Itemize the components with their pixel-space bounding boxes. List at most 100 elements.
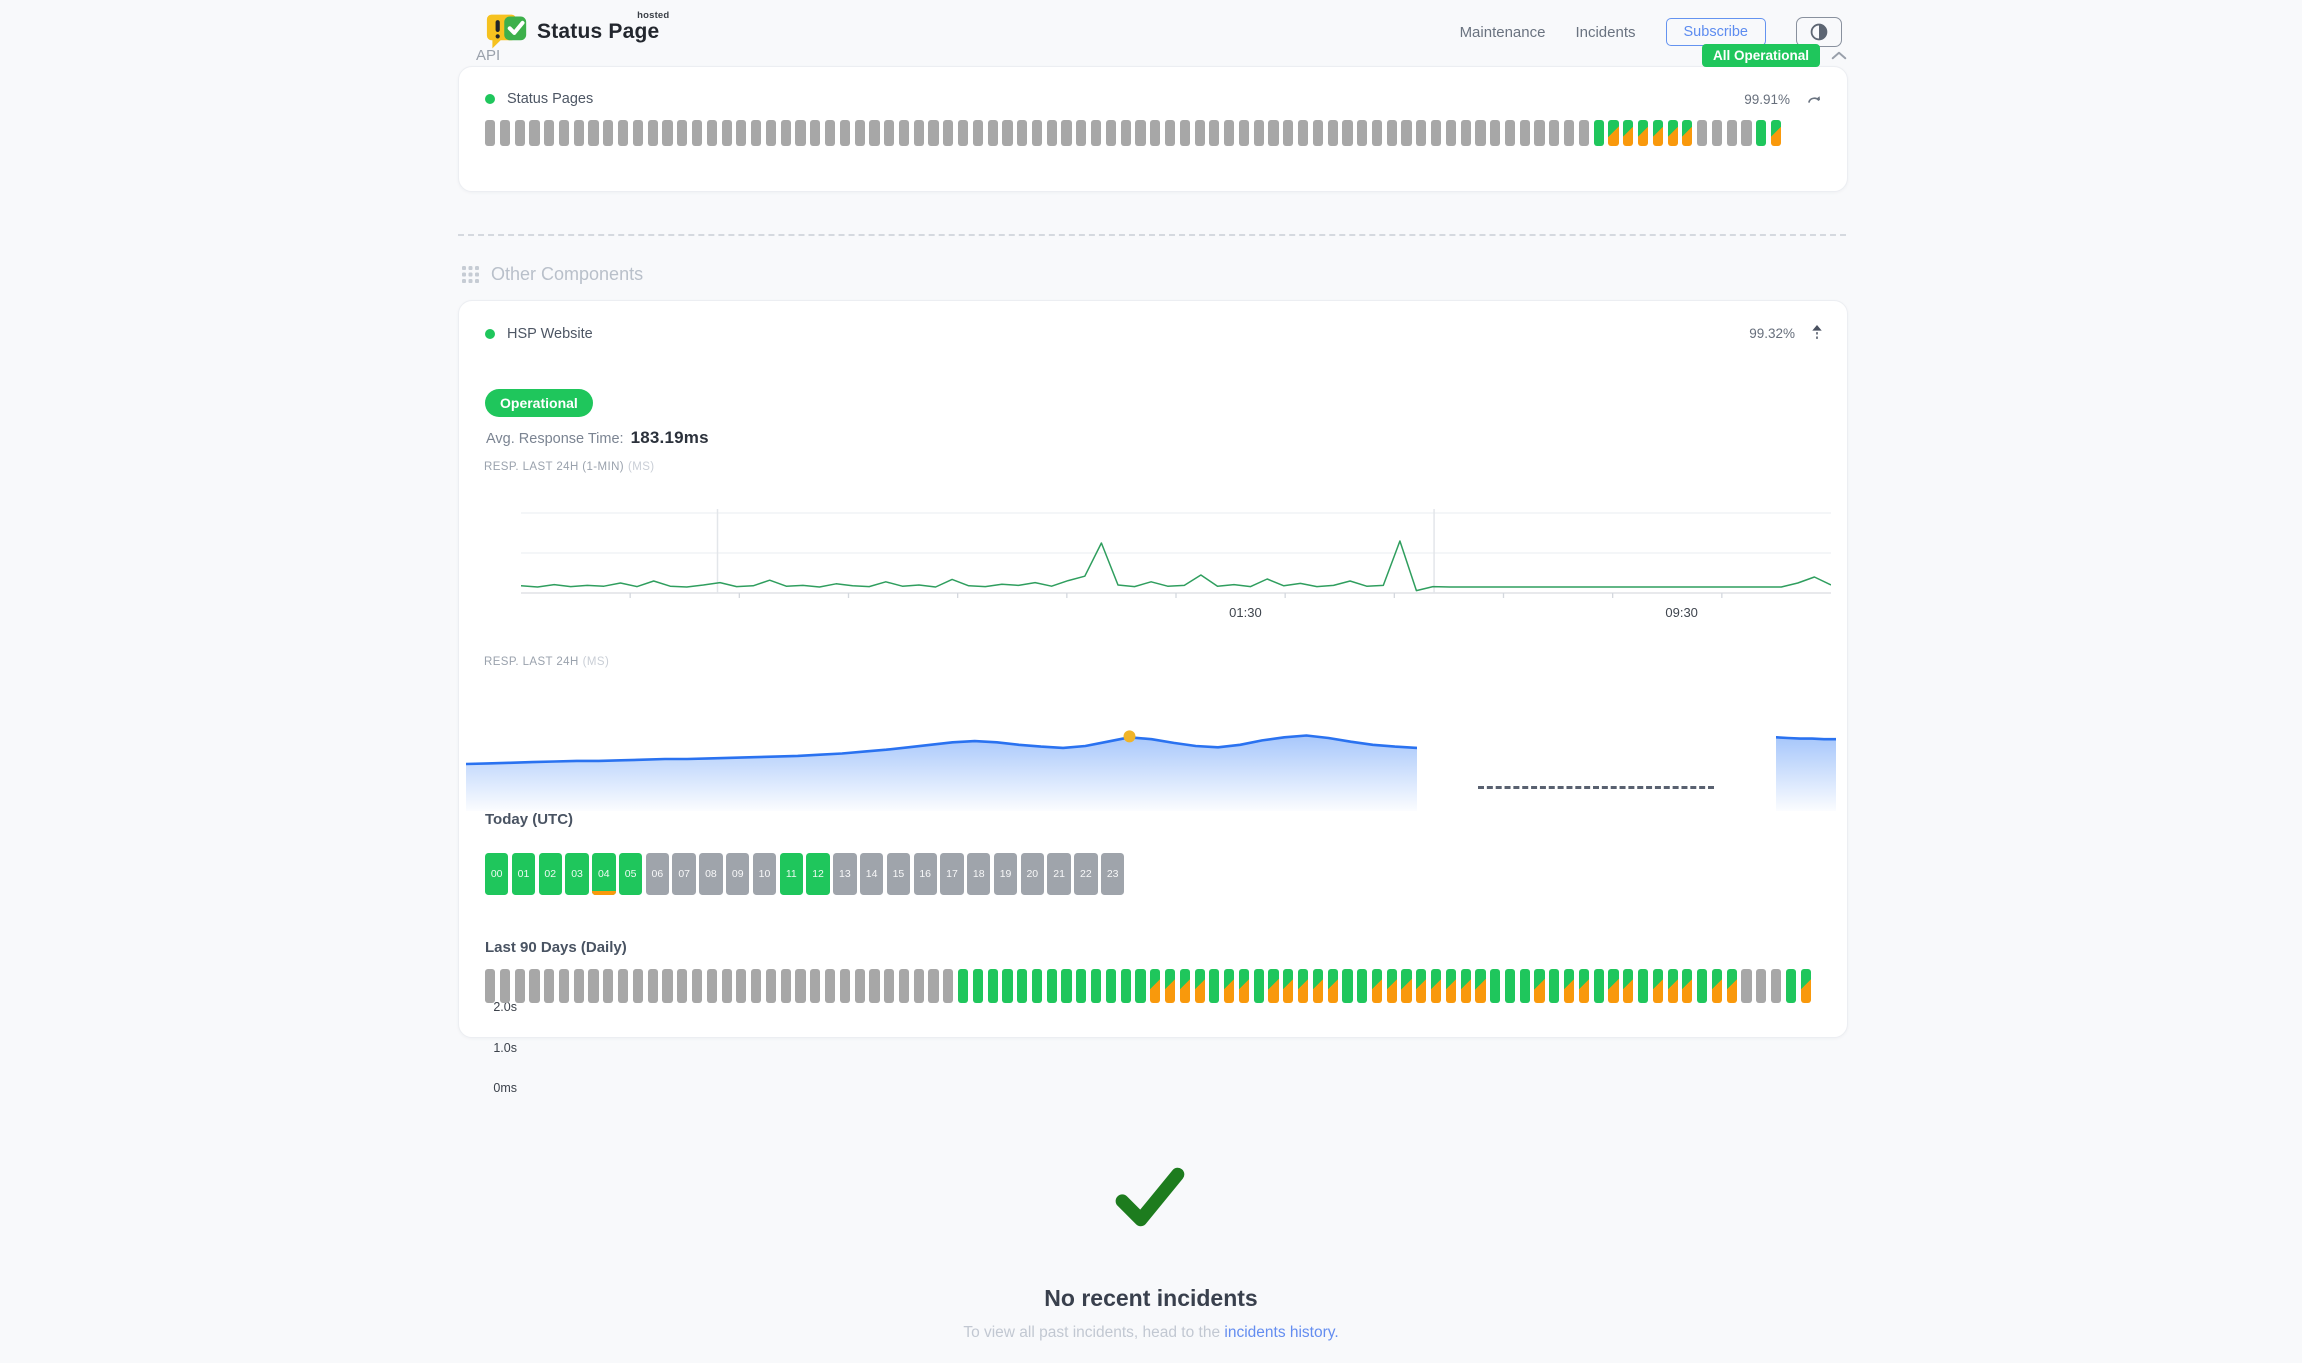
hour-block-14[interactable]: 14 [859, 853, 884, 895]
hour-block-06[interactable]: 06 [645, 853, 670, 895]
uptime-bar[interactable] [972, 969, 983, 1003]
uptime-bar[interactable] [824, 120, 836, 146]
uptime-bar[interactable] [1283, 969, 1294, 1003]
uptime-bar[interactable] [1076, 120, 1087, 146]
uptime-bar[interactable] [943, 969, 954, 1003]
uptime-bar[interactable] [499, 969, 510, 1003]
uptime-bar[interactable] [1697, 120, 1708, 146]
uptime-bar[interactable] [958, 969, 969, 1003]
uptime-bar[interactable] [1238, 120, 1250, 146]
uptime-bar[interactable] [1194, 969, 1205, 1003]
uptime-bar[interactable] [1785, 969, 1796, 1003]
uptime-bar[interactable] [1150, 120, 1161, 146]
refresh-icon[interactable] [1806, 92, 1823, 107]
uptime-bar[interactable] [1549, 120, 1560, 146]
uptime-bar[interactable] [1652, 120, 1663, 146]
uptime-bar[interactable] [1460, 120, 1471, 146]
uptime-bar[interactable] [1667, 120, 1678, 146]
uptime-bar[interactable] [1608, 969, 1619, 1003]
uptime-bar[interactable] [1756, 120, 1767, 146]
uptime-bar[interactable] [1091, 969, 1102, 1003]
uptime-bar[interactable] [987, 969, 998, 1003]
uptime-bar[interactable] [1091, 120, 1102, 146]
uptime-bar[interactable] [765, 969, 777, 1003]
uptime-bar[interactable] [721, 120, 732, 146]
uptime-bars-90-days[interactable] [485, 969, 1811, 1003]
uptime-bar[interactable] [1652, 969, 1663, 1003]
uptime-bar[interactable] [1046, 120, 1057, 146]
uptime-bar[interactable] [1297, 120, 1309, 146]
uptime-bar[interactable] [1623, 120, 1634, 146]
uptime-bar[interactable] [1401, 120, 1412, 146]
area-chart-main-segment[interactable] [466, 689, 1417, 811]
uptime-bar[interactable] [588, 969, 599, 1003]
uptime-bar[interactable] [662, 969, 673, 1003]
uptime-bar[interactable] [1416, 120, 1427, 146]
subscribe-button[interactable]: Subscribe [1665, 18, 1766, 46]
uptime-bar[interactable] [1017, 120, 1028, 146]
uptime-bar[interactable] [987, 120, 998, 146]
uptime-bar[interactable] [1268, 120, 1279, 146]
uptime-bar[interactable] [1741, 120, 1752, 146]
uptime-bar[interactable] [928, 120, 939, 146]
uptime-bar[interactable] [1475, 120, 1486, 146]
uptime-bar[interactable] [1667, 969, 1678, 1003]
uptime-bar[interactable] [958, 120, 969, 146]
uptime-bar[interactable] [1253, 120, 1264, 146]
uptime-bar[interactable] [884, 120, 895, 146]
uptime-bar[interactable] [499, 120, 510, 146]
response-line-chart[interactable]: 2.0s 1.0s 0ms 01:30 09:30 [459, 497, 1847, 1095]
uptime-bar[interactable] [1637, 969, 1649, 1003]
hour-block-02[interactable]: 02 [538, 853, 562, 895]
hour-block-20[interactable]: 20 [1020, 853, 1045, 895]
uptime-bar[interactable] [1711, 969, 1723, 1003]
uptime-bar[interactable] [839, 969, 850, 1003]
uptime-bar[interactable] [1490, 969, 1501, 1003]
hour-block-23[interactable]: 23 [1100, 853, 1125, 895]
uptime-bar[interactable] [1519, 969, 1530, 1003]
uptime-bar[interactable] [677, 120, 688, 146]
uptime-bar[interactable] [1017, 969, 1028, 1003]
uptime-bar[interactable] [514, 969, 525, 1003]
uptime-bar[interactable] [765, 120, 777, 146]
uptime-bar[interactable] [780, 969, 791, 1003]
uptime-bar[interactable] [691, 120, 703, 146]
uptime-bar[interactable] [1770, 969, 1782, 1003]
uptime-bar[interactable] [869, 969, 880, 1003]
collapse-up-icon[interactable] [1811, 325, 1823, 342]
uptime-bar[interactable] [1312, 969, 1323, 1003]
hour-block-05[interactable]: 05 [618, 853, 643, 895]
hour-block-16[interactable]: 16 [913, 853, 937, 895]
uptime-bar[interactable] [662, 120, 673, 146]
uptime-bar[interactable] [943, 120, 954, 146]
hour-block-07[interactable]: 07 [672, 853, 696, 895]
hour-block-15[interactable]: 15 [886, 853, 911, 895]
uptime-bar[interactable] [824, 969, 836, 1003]
uptime-bar[interactable] [1460, 969, 1471, 1003]
uptime-bar[interactable] [1327, 120, 1338, 146]
uptime-bar[interactable] [898, 969, 910, 1003]
hour-block-00[interactable]: 00 [485, 853, 509, 895]
uptime-bar[interactable] [1416, 969, 1427, 1003]
uptime-bar[interactable] [1534, 120, 1545, 146]
component-row-hsp-website[interactable]: HSP Website 99.32% [459, 301, 1847, 342]
line-chart-plot[interactable] [521, 503, 1831, 603]
uptime-bar[interactable] [647, 120, 658, 146]
uptime-bar[interactable] [1002, 969, 1013, 1003]
uptime-bar[interactable] [1283, 120, 1294, 146]
theme-toggle-button[interactable] [1796, 17, 1842, 47]
uptime-bar[interactable] [1253, 969, 1264, 1003]
uptime-bar[interactable] [677, 969, 688, 1003]
nav-incidents[interactable]: Incidents [1575, 23, 1636, 41]
uptime-bar[interactable] [1697, 969, 1708, 1003]
hour-block-18[interactable]: 18 [967, 853, 991, 895]
uptime-bar[interactable] [1519, 120, 1530, 146]
uptime-bar[interactable] [1357, 969, 1368, 1003]
uptime-bar[interactable] [1445, 120, 1456, 146]
uptime-bar[interactable] [1490, 120, 1501, 146]
uptime-bar[interactable] [1564, 969, 1575, 1003]
uptime-bar[interactable] [1135, 969, 1146, 1003]
uptime-bar[interactable] [810, 120, 821, 146]
hour-block-08[interactable]: 08 [699, 853, 723, 895]
uptime-bar[interactable] [1711, 120, 1723, 146]
